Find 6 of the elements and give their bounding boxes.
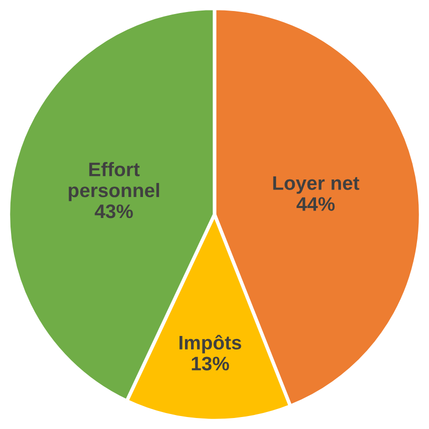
data-label: 43%	[94, 204, 133, 218]
data-label: 44%	[296, 197, 335, 211]
slice-label: Impôts	[180, 334, 242, 354]
data-label: 13%	[192, 356, 230, 371]
slice-label: Effort personnel	[68, 162, 160, 202]
slice-label: Loyer net	[273, 176, 360, 194]
